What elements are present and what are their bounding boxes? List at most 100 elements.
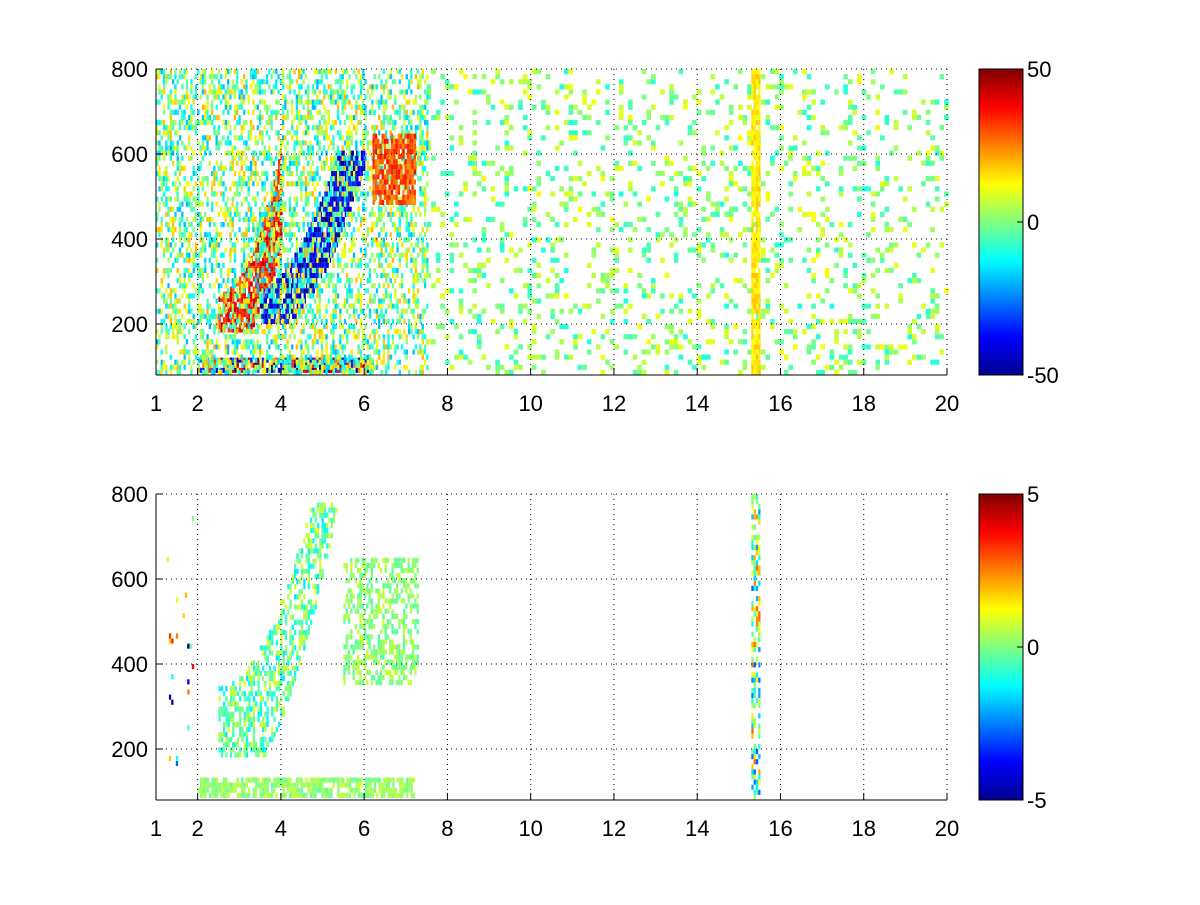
- heatmap-cell: [834, 359, 839, 365]
- heatmap-cell: [518, 364, 523, 370]
- heatmap-cell: [160, 222, 163, 228]
- heatmap-cell: [334, 349, 337, 355]
- heatmap-cell: [227, 89, 230, 95]
- heatmap-cell: [295, 165, 298, 171]
- heatmap-cell: [326, 247, 329, 253]
- heatmap-cell: [215, 318, 218, 324]
- heatmap-cell: [293, 357, 297, 363]
- heatmap-cell: [573, 130, 578, 136]
- heatmap-cell: [364, 104, 367, 110]
- heatmap-cell: [243, 140, 246, 146]
- heatmap-cell: [327, 273, 330, 279]
- heatmap-cell: [261, 114, 264, 120]
- heatmap-cell: [339, 308, 342, 314]
- heatmap-cell: [192, 150, 195, 156]
- heatmap-cell: [664, 273, 670, 279]
- heatmap-cell: [252, 125, 255, 131]
- heatmap-cell: [176, 150, 179, 156]
- heatmap-cell: [261, 160, 264, 166]
- heatmap-cell: [380, 237, 383, 243]
- heatmap-cell: [742, 329, 748, 335]
- heatmap-cell: [346, 135, 349, 141]
- heatmap-cell: [293, 130, 296, 136]
- heatmap-cell: [733, 165, 738, 171]
- heatmap-cell: [199, 232, 202, 238]
- heatmap-cell: [286, 84, 289, 90]
- heatmap-cell: [169, 354, 172, 360]
- heatmap-cell: [223, 296, 226, 302]
- heatmap-cell: [458, 354, 464, 360]
- heatmap-cell: [165, 313, 168, 319]
- heatmap-cell: [559, 186, 564, 192]
- heatmap-cell: [346, 278, 349, 284]
- heatmap-cell: [435, 257, 441, 263]
- heatmap-cell: [169, 150, 172, 156]
- heatmap-cell: [224, 150, 227, 156]
- heatmap-cell: [536, 150, 542, 156]
- heatmap-cell: [201, 369, 205, 375]
- heatmap-cell: [912, 318, 917, 324]
- heatmap-cell: [522, 150, 528, 156]
- heatmap-cell: [337, 216, 341, 222]
- heatmap-cell: [158, 334, 161, 340]
- heatmap-cell: [568, 176, 574, 182]
- heatmap-cell: [350, 324, 353, 330]
- heatmap-cell: [302, 69, 305, 75]
- heatmap-cell: [259, 313, 262, 319]
- heatmap-cell: [299, 293, 302, 299]
- heatmap-cell: [215, 176, 218, 182]
- heatmap-cell: [286, 364, 289, 370]
- heatmap-cell: [270, 181, 273, 187]
- heatmap-cell: [323, 104, 326, 110]
- heatmap-cell: [504, 120, 510, 126]
- heatmap-cell: [261, 232, 264, 238]
- heatmap-cell: [298, 69, 301, 75]
- heatmap-cell: [160, 242, 163, 248]
- heatmap-cell: [513, 186, 519, 192]
- heatmap-cell: [495, 69, 500, 75]
- heatmap-cell: [281, 181, 285, 187]
- heatmap-cell: [683, 181, 688, 187]
- heatmap-cell: [278, 215, 281, 221]
- heatmap-cell: [481, 308, 487, 314]
- heatmap-cell: [545, 74, 551, 80]
- heatmap-cell: [335, 171, 338, 177]
- heatmap-cell: [256, 324, 259, 330]
- heatmap-cell: [431, 155, 436, 161]
- heatmap-cell: [359, 84, 363, 90]
- heatmap-cell: [236, 181, 239, 187]
- heatmap-cell: [263, 104, 266, 110]
- heatmap-cell: [715, 278, 720, 284]
- heatmap-cell: [255, 266, 258, 272]
- heatmap-cell: [238, 293, 241, 299]
- heatmap-cell: [495, 171, 500, 177]
- heatmap-cell: [307, 191, 310, 197]
- heatmap-cell: [277, 324, 280, 330]
- heatmap-cell: [742, 283, 748, 289]
- heatmap-cell: [336, 303, 340, 309]
- heatmap-cell: [316, 354, 319, 360]
- heatmap-cell: [458, 191, 464, 197]
- heatmap-cell: [336, 211, 340, 217]
- heatmap-cell: [307, 252, 310, 258]
- heatmap-cell: [323, 364, 326, 370]
- heatmap-cell: [930, 206, 935, 212]
- heatmap-cell: [199, 367, 203, 373]
- heatmap-cell: [298, 89, 301, 95]
- heatmap-cell: [921, 181, 926, 187]
- heatmap-cell: [706, 216, 711, 222]
- heatmap-cell: [286, 140, 289, 146]
- heatmap-cell: [343, 364, 347, 370]
- heatmap-cell: [375, 329, 379, 335]
- heatmap-cell: [336, 109, 340, 115]
- heatmap-cell: [169, 252, 172, 258]
- heatmap-cell: [192, 262, 195, 268]
- heatmap-cell: [321, 257, 325, 263]
- heatmap-cell: [276, 278, 279, 284]
- heatmap-cell: [256, 257, 259, 263]
- heatmap-cell: [280, 313, 283, 319]
- heatmap-cell: [245, 283, 248, 289]
- heatmap-cell: [167, 176, 170, 182]
- heatmap-cell: [194, 120, 198, 126]
- heatmap-cell: [362, 191, 365, 197]
